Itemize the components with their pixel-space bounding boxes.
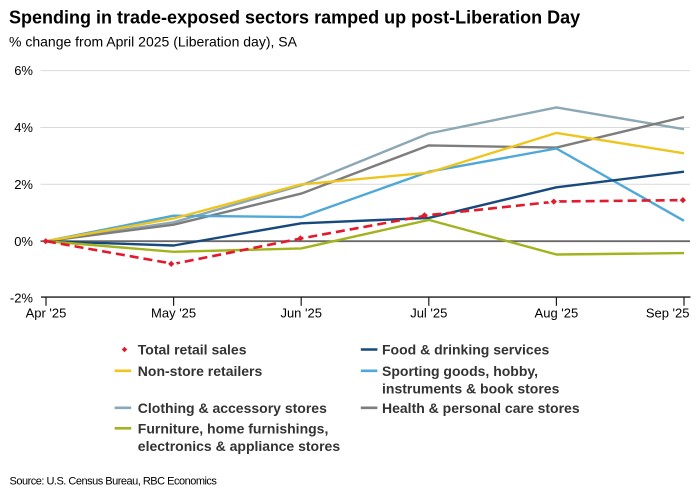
svg-text:Furniture, home furnishings,: Furniture, home furnishings, [138,420,329,436]
svg-text:electronics & appliance stores: electronics & appliance stores [138,438,341,454]
svg-text:May '25: May '25 [151,306,196,321]
svg-text:Spending in trade-exposed sect: Spending in trade-exposed sectors ramped… [9,8,580,28]
svg-text:4%: 4% [14,120,33,135]
svg-text:2%: 2% [14,177,33,192]
svg-text:instruments & book stores: instruments & book stores [382,381,560,397]
svg-text:Sep '25: Sep '25 [646,306,690,321]
svg-text:% change from April 2025 (Libe: % change from April 2025 (Liberation day… [9,34,298,50]
svg-text:0%: 0% [14,234,33,249]
svg-text:Health & personal care stores: Health & personal care stores [382,400,580,416]
svg-text:Jul '25: Jul '25 [410,306,447,321]
svg-text:Aug '25: Aug '25 [535,306,579,321]
svg-text:Total retail sales: Total retail sales [138,342,247,358]
svg-text:Sporting goods, hobby,: Sporting goods, hobby, [382,363,538,379]
svg-text:Source: U.S. Census Bureau, RB: Source: U.S. Census Bureau, RBC Economic… [10,475,218,487]
svg-text:Non-store retailers: Non-store retailers [138,363,263,379]
svg-text:Food & drinking services: Food & drinking services [382,342,549,358]
svg-text:Apr '25: Apr '25 [26,306,67,321]
svg-text:Clothing & accessory stores: Clothing & accessory stores [138,400,327,416]
svg-text:-2%: -2% [10,291,34,306]
svg-text:Jun '25: Jun '25 [280,306,322,321]
svg-text:6%: 6% [14,63,33,78]
